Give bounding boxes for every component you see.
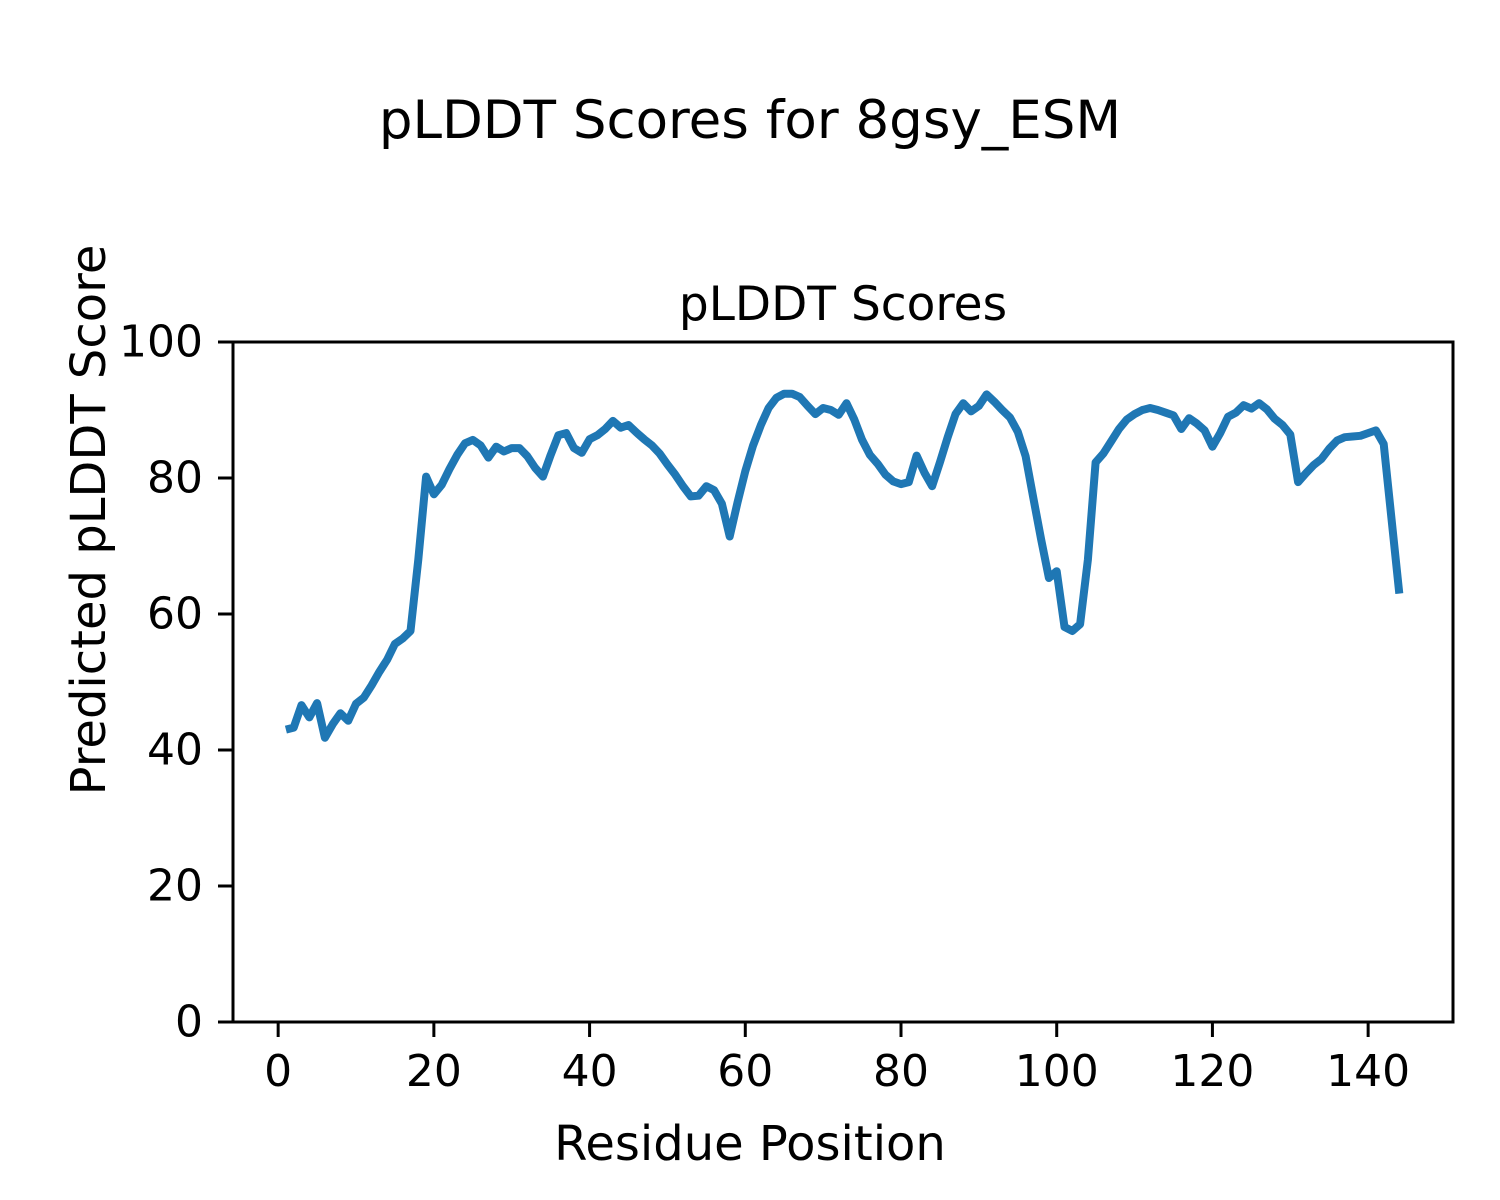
x-tick-label: 0	[264, 1046, 292, 1097]
x-tick-label: 100	[1015, 1046, 1099, 1097]
figure-title: pLDDT Scores for 8gsy_ESM	[379, 90, 1121, 151]
x-tick-label: 140	[1326, 1046, 1410, 1097]
x-tick-label: 120	[1170, 1046, 1254, 1097]
y-axis: 0 20 40 60 80 100	[119, 317, 233, 1048]
axes-title: pLDDT Scores	[679, 277, 1007, 332]
x-tick-label: 40	[562, 1046, 618, 1097]
y-tick-label: 100	[119, 317, 203, 368]
y-tick-label: 20	[147, 861, 203, 912]
axes-frame	[231, 340, 1455, 1024]
y-tick-label: 60	[147, 589, 203, 640]
y-tick-label: 80	[147, 453, 203, 504]
plddt-line	[284, 389, 1404, 742]
x-axis: 0 20 40 60 80 100 120 140	[264, 1022, 1410, 1097]
x-tick-label: 20	[406, 1046, 462, 1097]
y-axis-label: Predicted pLDDT Score	[61, 245, 117, 796]
x-tick-label: 80	[873, 1046, 929, 1097]
x-axis-label: Residue Position	[554, 1116, 946, 1172]
x-tick-label: 60	[717, 1046, 773, 1097]
y-tick-label: 40	[147, 725, 203, 776]
y-tick-label: 0	[175, 997, 203, 1048]
